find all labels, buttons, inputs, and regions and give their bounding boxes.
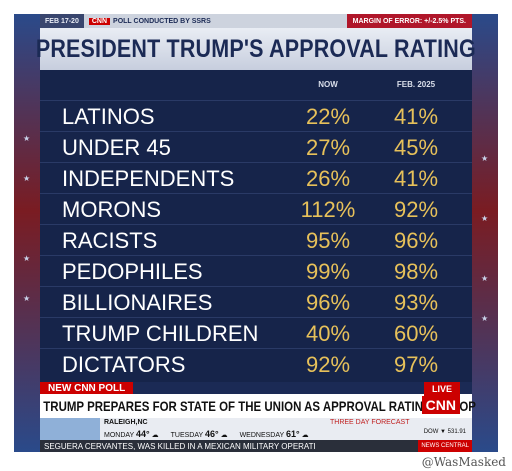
news-ticker: SEGUERA CERVANTES, WAS KILLED IN A MEXIC… (40, 440, 472, 452)
cloud-icon: ☁ (301, 432, 309, 439)
table-row: INDEPENDENTS 26% 41% (40, 162, 472, 194)
table-row: LATINOS 22% 41% (40, 100, 472, 132)
star-icon: ★ (23, 294, 31, 303)
column-headers: NOW FEB. 2025 (40, 80, 472, 94)
forecast-day: WEDNESDAY 61° ☁ (239, 429, 309, 439)
row-label: BILLIONAIRES (62, 290, 213, 315)
ticker-text: SEGUERA CERVANTES, WAS KILLED IN A MEXIC… (44, 441, 316, 451)
value-feb: 41% (393, 166, 439, 191)
row-label: MORONS (62, 197, 161, 222)
star-icon: ★ (23, 254, 31, 263)
table-row: PEDOPHILES 99% 98% (40, 255, 472, 287)
table-row: BILLIONAIRES 96% 93% (40, 286, 472, 318)
table-row: DICTATORS 92% 97% (40, 348, 472, 380)
value-now: 92% (305, 352, 351, 377)
star-icon: ★ (481, 314, 489, 323)
cnn-logo-small: CNN (88, 17, 111, 25)
row-label: PEDOPHILES (62, 259, 203, 284)
headline-text: TRUMP PREPARES FOR STATE OF THE UNION AS… (43, 398, 476, 414)
headline-bar: LIVE TRUMP PREPARES FOR STATE OF THE UNI… (40, 382, 476, 418)
value-feb: 97% (393, 352, 439, 377)
row-label: RACISTS (62, 228, 158, 253)
star-icon: ★ (23, 134, 31, 143)
new-poll-tag: NEW CNN POLL (40, 382, 134, 394)
forecast-days: MONDAY 44° ☁ TUESDAY 46° ☁ WEDNESDAY 61°… (104, 429, 309, 439)
broadcast-frame: ★ ★ ★ ★ ★ ★ ★ ★ FEB 17-20 CNN POLL CONDU… (14, 14, 498, 452)
cloud-icon: ☁ (151, 432, 159, 439)
weather-city: RALEIGH,NC (104, 419, 148, 426)
cloud-icon: ☁ (220, 432, 228, 439)
value-feb: 93% (393, 290, 439, 315)
forecast-day: TUESDAY 46° ☁ (170, 429, 228, 439)
weather-map (40, 418, 100, 440)
graphic-title-bar: PRESIDENT TRUMP'S APPROVAL RATING (36, 28, 476, 70)
value-now: 27% (305, 135, 351, 160)
row-label: TRUMP CHILDREN (62, 321, 259, 346)
row-label: UNDER 45 (62, 135, 171, 160)
value-now: 22% (305, 104, 351, 129)
value-feb: 45% (393, 135, 439, 160)
value-now: 40% (305, 321, 351, 346)
left-decor-panel: ★ ★ ★ ★ (14, 14, 40, 452)
live-badge: LIVE (423, 382, 460, 396)
row-label: LATINOS (62, 104, 155, 129)
dow-ticker: DOW ▼ 531.91 (423, 429, 466, 435)
value-now: 95% (305, 228, 351, 253)
star-icon: ★ (481, 274, 489, 283)
cnn-logo: CNN (421, 396, 460, 414)
forecast-title: THREE DAY FORECAST (330, 419, 410, 426)
table-row: MORONS 112% 92% (40, 193, 472, 225)
poll-date: FEB 17-20 (40, 14, 84, 28)
star-icon: ★ (481, 214, 489, 223)
right-decor-panel: ★ ★ ★ ★ (472, 14, 498, 452)
watermark: @WasMasked (421, 455, 506, 469)
poll-source: POLL CONDUCTED BY SSRS (113, 17, 211, 25)
forecast-day: MONDAY 44° ☁ (104, 429, 159, 439)
value-feb: 41% (393, 104, 439, 129)
table-row: RACISTS 95% 96% (40, 224, 472, 256)
graphic-title: PRESIDENT TRUMP'S APPROVAL RATING (35, 34, 477, 63)
approval-table: NOW FEB. 2025 LATINOS 22% 41% UNDER 45 27% 45… (40, 70, 472, 382)
star-icon: ★ (481, 154, 489, 163)
value-now: 112% (300, 197, 356, 222)
value-now: 96% (305, 290, 351, 315)
news-central-badge: NEWS CENTRAL (418, 440, 472, 452)
value-feb: 96% (393, 228, 439, 253)
table-row: UNDER 45 27% 45% (40, 131, 472, 163)
column-now: NOW (318, 80, 338, 89)
column-feb: FEB. 2025 (396, 80, 436, 89)
star-icon: ★ (23, 174, 31, 183)
margin-of-error: MARGIN OF ERROR: +/-2.5% PTS. (346, 14, 472, 28)
weather-bar: RALEIGH,NC THREE DAY FORECAST MONDAY 44°… (40, 418, 472, 440)
row-label: INDEPENDENTS (62, 166, 235, 191)
value-feb: 92% (393, 197, 439, 222)
value-feb: 60% (393, 321, 439, 346)
value-now: 99% (305, 259, 351, 284)
row-label: DICTATORS (62, 352, 186, 377)
poll-info-strip: FEB 17-20 CNN POLL CONDUCTED BY SSRS MAR… (40, 14, 472, 28)
value-now: 26% (305, 166, 351, 191)
table-row: TRUMP CHILDREN 40% 60% (40, 317, 472, 349)
value-feb: 98% (393, 259, 439, 284)
